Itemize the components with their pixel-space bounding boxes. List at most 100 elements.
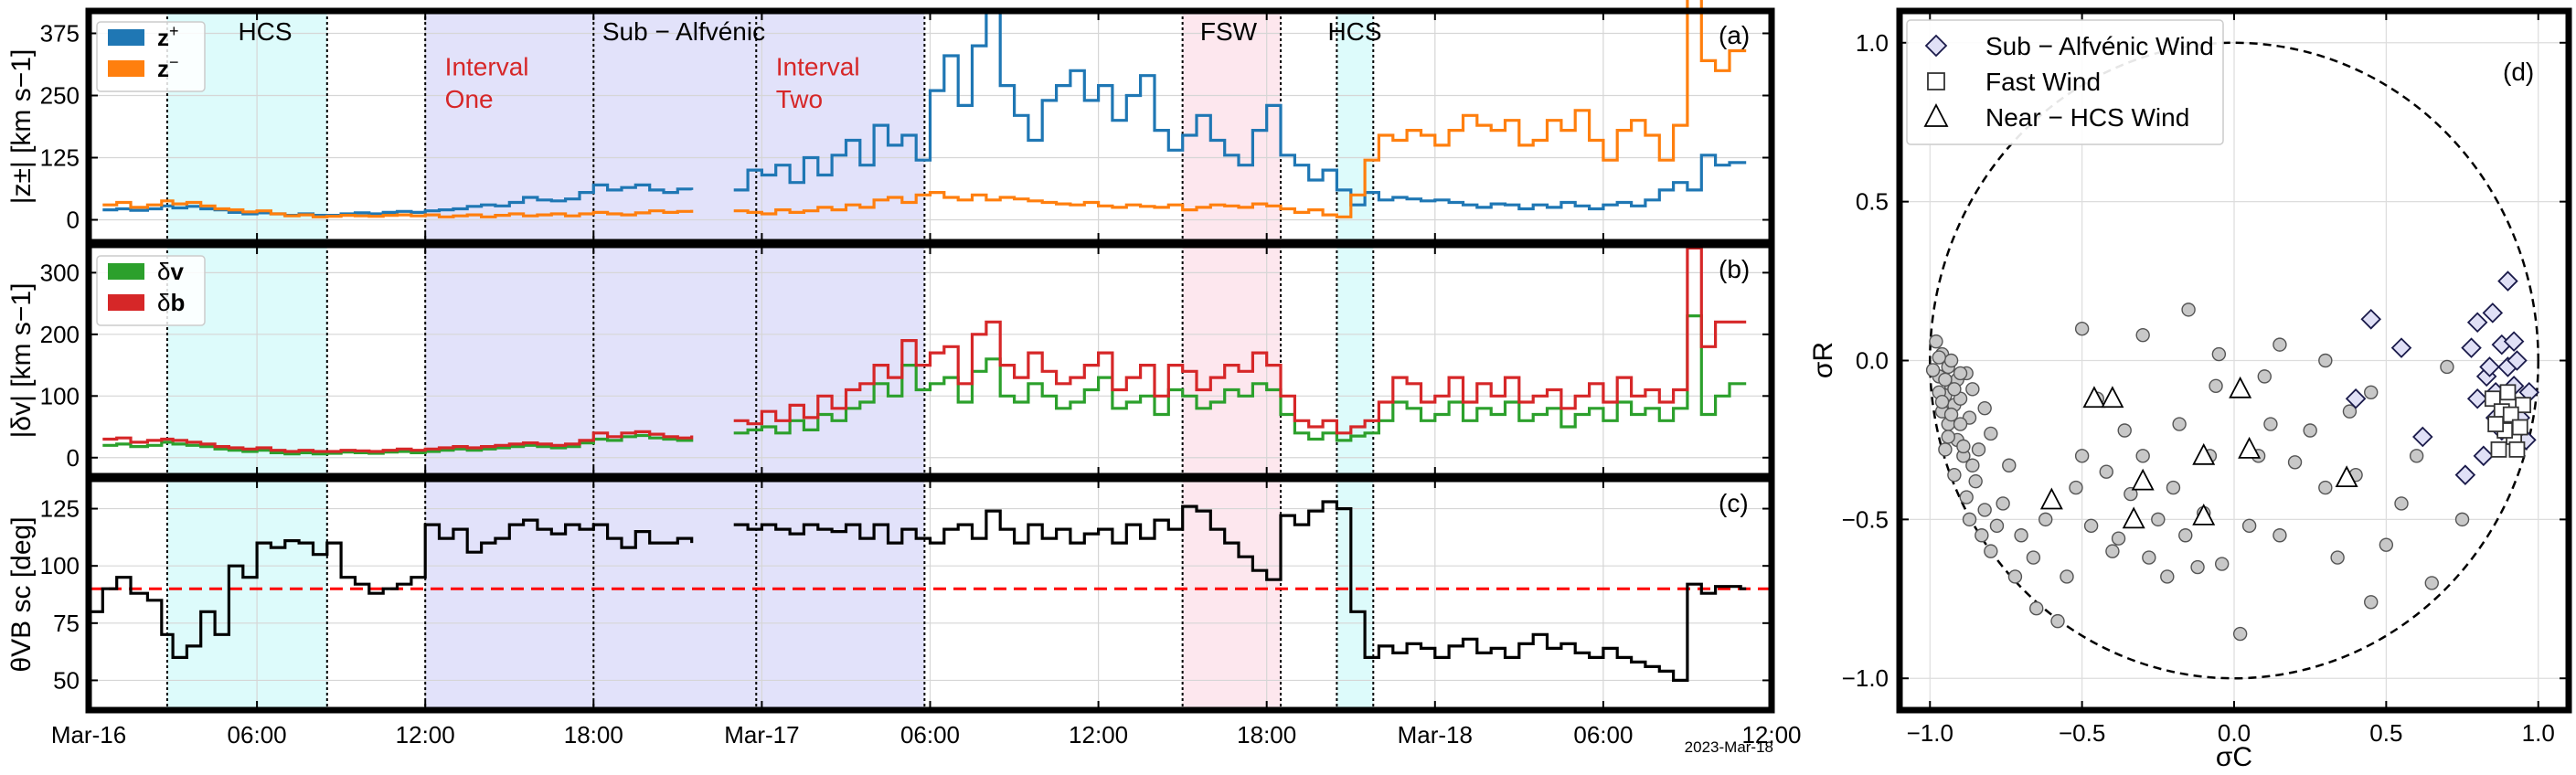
scatter-point-circle [2394, 496, 2409, 511]
scatter-point-diamond [2466, 388, 2488, 409]
y-axis-label: σR [1808, 342, 1838, 378]
scatter-point-circle [2178, 528, 2193, 543]
y-tick-label: 300 [40, 259, 80, 286]
scatter-point-circle [2083, 518, 2099, 534]
legend: z+z− [96, 21, 206, 92]
scatter-point-circle [1947, 467, 1962, 483]
scatter-point-circle [2409, 449, 2424, 463]
scatter-point-circle [1947, 382, 1962, 397]
scatter-point-triangle [2039, 487, 2063, 510]
legend-swatch [108, 60, 144, 77]
scatter-point-triangle [2335, 465, 2358, 488]
scatter-point-square [2490, 441, 2507, 458]
scatter-point-circle [1977, 503, 1992, 517]
x-tick-label: 18:00 [1237, 721, 1296, 748]
series-line-z [102, 9, 1747, 218]
scatter-point-diamond [2412, 426, 2433, 448]
scatter-point-circle [2424, 576, 2439, 590]
scatter-point-circle [2117, 423, 2132, 438]
scatter-point-circle [2209, 378, 2223, 394]
scatter-point-circle [2002, 458, 2017, 472]
scatter-point-square [2499, 384, 2517, 401]
y-tick-label: 50 [53, 666, 80, 694]
scatter-point-circle [2029, 601, 2044, 616]
y-tick-label: −1.0 [1842, 664, 1889, 692]
scatter-point-circle [2038, 512, 2053, 527]
scatter-point-square [2515, 397, 2531, 414]
scatter-point-triangle [2122, 506, 2145, 529]
region-shade [1182, 479, 1282, 710]
y-tick-label: 125 [40, 144, 80, 172]
scatter-point-circle [2181, 303, 2196, 317]
scatter-point-diamond [2345, 388, 2367, 409]
legend-label: z− [157, 53, 179, 82]
scatter-point-circle [2172, 417, 2187, 431]
panel-label: (c) [1719, 489, 1749, 517]
y-axis-label: |δv| [km s−1] [6, 283, 37, 439]
legend-marker-diamond [1924, 34, 1948, 58]
scatter-point-diamond [2507, 350, 2528, 371]
scatter-point-square [2511, 419, 2528, 436]
scatter-point-square [2487, 416, 2505, 432]
scatter-point-circle [2050, 613, 2065, 629]
interval-annotation: Two [776, 85, 823, 113]
scatter-point-circle [2142, 550, 2156, 565]
scatter-point-diamond [2454, 464, 2476, 485]
scatter-point-circle [2124, 486, 2138, 502]
scatter-point-circle [2026, 550, 2041, 565]
y-tick-label: 100 [40, 552, 80, 579]
legend-swatch [108, 263, 144, 280]
series-line-b [102, 246, 1747, 453]
x-tick-label: 18:00 [564, 721, 623, 748]
legend-marker-triangle [1923, 103, 1949, 127]
scatter-point-circle [2111, 531, 2126, 546]
panel-label: (a) [1719, 21, 1750, 49]
region-shade [1182, 245, 1282, 476]
scatter-point-circle [1984, 544, 1998, 558]
y-axis-label: θVB sc [deg] [6, 516, 37, 672]
scatter-point-triangle [2192, 503, 2216, 526]
panel-a: 0 125 250 375|z±| [km s−1] (a) z+z− HCS Sub − A… [6, 0, 1775, 246]
scatter-point-circle [2342, 404, 2358, 419]
legend-label: z+ [157, 22, 179, 51]
scatter-point-circle [1959, 490, 1974, 504]
scatter-point-circle [1975, 528, 1989, 543]
scatter-point-diamond [2360, 309, 2382, 330]
x-tick-label: 0.5 [2369, 719, 2402, 747]
legend-marker-square [1927, 72, 1945, 90]
scatter-point-triangle [2229, 376, 2252, 398]
region-shade [425, 479, 925, 710]
x-tick-label: 0.0 [2218, 719, 2251, 747]
panel-b: 0 100 200 300|δv| [km s−1] (b) δv δb [6, 241, 1775, 480]
unit-circle [1929, 41, 2539, 680]
scatter-point-circle [2364, 385, 2379, 399]
y-tick-label: 100 [40, 382, 80, 409]
region-label: FSW [1200, 17, 1258, 46]
y-tick-label: 250 [40, 81, 80, 109]
y-tick-label: 200 [40, 321, 80, 348]
scatter-point-circle [2166, 480, 2181, 495]
interval-annotation: Interval [776, 53, 860, 81]
region-label: HCS [1327, 17, 1381, 46]
scatter-point-circle [2379, 537, 2394, 552]
panel-label: (d) [2503, 58, 2534, 86]
region-label: Sub − Alfvénic [602, 17, 765, 46]
scatter-point-circle [2060, 569, 2074, 584]
scatter-point-circle [1925, 363, 1941, 377]
scatter-point-circle [1943, 407, 1959, 422]
scatter-point-diamond [2497, 271, 2518, 292]
scatter-point-triangle [2192, 442, 2216, 465]
scatter-point-circle [1962, 512, 1977, 527]
interval-annotation: Interval [445, 53, 529, 81]
legend: Sub − Alfvénic Wind Fast Wind Near − HCS W… [1906, 19, 2224, 145]
scatter-point-circle [2454, 512, 2470, 527]
scatter-point-diamond [2479, 356, 2500, 377]
legend-label: δv [157, 258, 184, 285]
scatter-point-triangle [2101, 386, 2124, 409]
region-label: HCS [238, 17, 292, 46]
scatter-point-circle [2160, 569, 2175, 584]
scatter-point-circle [1965, 458, 1980, 472]
scatter-point-circle [2273, 337, 2287, 352]
x-tick-label: 12:00 [1741, 721, 1801, 748]
